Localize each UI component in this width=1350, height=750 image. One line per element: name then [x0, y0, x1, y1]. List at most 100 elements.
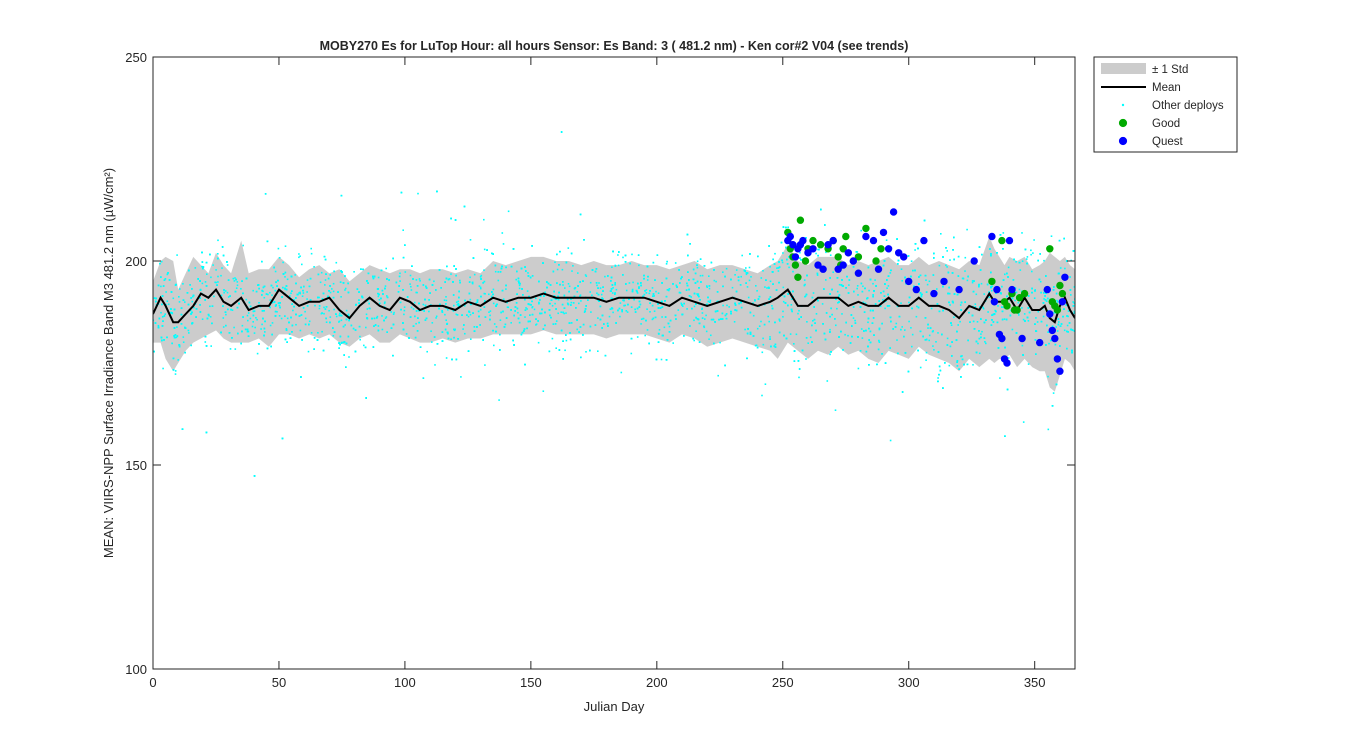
other-deploy-point [216, 284, 218, 286]
other-deploy-point [638, 264, 640, 267]
other-deploy-point [778, 331, 781, 334]
other-deploy-point [285, 329, 288, 331]
other-deploy-point [852, 317, 855, 319]
other-deploy-point [426, 350, 428, 353]
other-deploy-point [267, 293, 269, 296]
other-deploy-point [980, 336, 982, 339]
other-deploy-point [163, 339, 165, 341]
other-deploy-point [761, 351, 764, 354]
other-deploy-point [1022, 354, 1024, 356]
other-deploy-point [158, 317, 161, 320]
other-deploy-point [951, 341, 953, 343]
other-deploy-point [1027, 307, 1030, 309]
other-deploy-point [880, 292, 882, 294]
other-deploy-point [455, 301, 458, 303]
other-deploy-point [578, 331, 580, 333]
other-deploy-point [811, 296, 814, 299]
other-deploy-point [618, 251, 620, 253]
other-deploy-point [1004, 435, 1006, 437]
other-deploy-point [410, 306, 413, 309]
other-deploy-point [585, 305, 587, 307]
other-deploy-point [282, 273, 285, 275]
other-deploy-point [513, 314, 515, 317]
other-deploy-point [714, 310, 717, 313]
other-deploy-point [299, 291, 301, 294]
other-deploy-point [551, 305, 554, 307]
other-deploy-point [1063, 237, 1065, 240]
other-deploy-point [903, 335, 905, 338]
other-deploy-point [718, 318, 720, 321]
other-deploy-point [599, 287, 602, 289]
other-deploy-point [821, 303, 824, 305]
other-deploy-point [372, 346, 375, 348]
other-deploy-point [971, 314, 974, 317]
other-deploy-point [247, 312, 250, 314]
other-deploy-point [852, 266, 855, 268]
other-deploy-point [982, 306, 984, 309]
other-deploy-point [489, 318, 491, 321]
other-deploy-point [1045, 300, 1048, 302]
other-deploy-point [222, 317, 225, 319]
other-deploy-point [240, 288, 242, 290]
other-deploy-point [860, 328, 863, 330]
other-deploy-point [290, 316, 292, 319]
other-deploy-point [610, 276, 613, 279]
other-deploy-point [698, 322, 701, 325]
other-deploy-point [359, 338, 361, 341]
other-deploy-point [959, 320, 961, 323]
other-deploy-point [201, 265, 203, 268]
other-deploy-point [344, 289, 346, 291]
other-deploy-point [775, 289, 778, 291]
other-deploy-point [279, 306, 281, 309]
other-deploy-point [520, 267, 523, 270]
other-deploy-point [205, 261, 208, 264]
other-deploy-point [878, 341, 881, 343]
other-deploy-point [347, 313, 350, 316]
other-deploy-point [348, 356, 350, 358]
other-deploy-point [607, 325, 609, 327]
other-deploy-point [953, 236, 955, 239]
other-deploy-point [515, 278, 517, 281]
other-deploy-point [825, 312, 828, 314]
other-deploy-point [1014, 299, 1016, 302]
other-deploy-point [978, 337, 981, 340]
other-deploy-point [873, 290, 875, 292]
other-deploy-point [838, 336, 840, 338]
other-deploy-point [996, 252, 998, 254]
other-deploy-point [289, 295, 291, 297]
other-deploy-point [697, 294, 699, 297]
other-deploy-point [681, 276, 683, 278]
other-deploy-point [964, 270, 966, 272]
other-deploy-point [316, 339, 319, 341]
other-deploy-point [798, 368, 801, 370]
other-deploy-point [199, 311, 202, 313]
other-deploy-point [625, 310, 628, 312]
other-deploy-point [757, 255, 759, 258]
other-deploy-point [492, 302, 495, 305]
other-deploy-point [261, 323, 263, 326]
other-deploy-point [836, 290, 839, 293]
other-deploy-point [678, 269, 680, 271]
other-deploy-point [226, 291, 229, 294]
other-deploy-point [372, 277, 375, 280]
other-deploy-point [660, 300, 663, 303]
other-deploy-point [531, 275, 534, 277]
other-deploy-point [531, 245, 533, 247]
other-deploy-point [290, 292, 292, 295]
other-deploy-point [971, 280, 974, 282]
other-deploy-point [861, 337, 864, 339]
other-deploy-point [735, 290, 738, 293]
other-deploy-point [263, 327, 266, 330]
other-deploy-point [1047, 428, 1050, 431]
other-deploy-point [584, 274, 587, 276]
other-deploy-point [489, 314, 491, 317]
other-deploy-point [826, 380, 829, 382]
other-deploy-point [469, 276, 471, 279]
other-deploy-point [756, 346, 759, 349]
other-deploy-point [935, 341, 937, 343]
other-deploy-point [160, 311, 162, 314]
other-deploy-point [367, 299, 369, 302]
other-deploy-point [887, 285, 890, 287]
other-deploy-point [205, 285, 208, 287]
other-deploy-point [242, 316, 244, 318]
